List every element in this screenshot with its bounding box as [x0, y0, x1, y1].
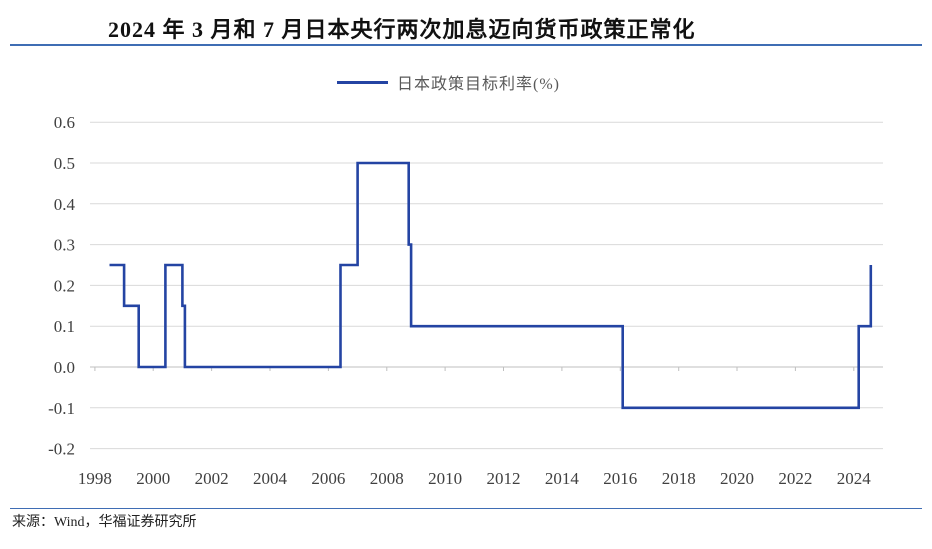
x-tick-label: 2002 [195, 469, 229, 488]
y-tick-label: 0.3 [54, 236, 75, 255]
gridlines [90, 121, 883, 450]
x-tick-label: 2024 [837, 469, 872, 488]
x-tick-label: 2008 [370, 469, 404, 488]
y-tick-label: 0.6 [54, 113, 75, 132]
x-tick-label: 2004 [253, 469, 288, 488]
x-tick-label: 2012 [487, 469, 521, 488]
y-tick-label: 0.5 [54, 154, 75, 173]
source-divider [10, 508, 922, 509]
chart-title: 2024 年 3 月和 7 月日本央行两次加息迈向货币政策正常化 [108, 17, 696, 42]
x-tick-label: 2018 [662, 469, 696, 488]
y-tick-labels: 0.6 0.5 0.4 0.3 0.2 0.1 0.0 -0.1 -0.2 [48, 113, 75, 458]
series-line [109, 161, 873, 410]
x-tick-label: 2006 [311, 469, 345, 488]
y-tick-label: 0.0 [54, 358, 75, 377]
y-tick-label: 0.4 [54, 195, 76, 214]
x-tick-label: 2022 [778, 469, 812, 488]
x-tick-label: 2020 [720, 469, 754, 488]
title-divider [10, 44, 922, 46]
x-tick-label: 1998 [78, 469, 112, 488]
y-tick-label: 0.2 [54, 276, 75, 295]
y-tick-label: -0.1 [48, 399, 75, 418]
legend: 日本政策目标利率(%) [337, 71, 560, 93]
x-tick-label: 2016 [603, 469, 637, 488]
x-tick-labels: 1998 2000 2002 2004 2006 2008 2010 2012 2014 2016… [78, 469, 871, 488]
x-tick-label: 2000 [136, 469, 170, 488]
y-tick-label: -0.2 [48, 440, 75, 459]
x-tick-label: 2010 [428, 469, 462, 488]
legend-swatch [337, 80, 388, 84]
legend-label: 日本政策目标利率(%) [397, 76, 560, 93]
source-note: 来源：Wind，华福证券研究所 [12, 515, 197, 530]
series-layer [109, 161, 873, 410]
y-tick-label: 0.1 [54, 317, 75, 336]
x-tick-label: 2014 [545, 469, 580, 488]
